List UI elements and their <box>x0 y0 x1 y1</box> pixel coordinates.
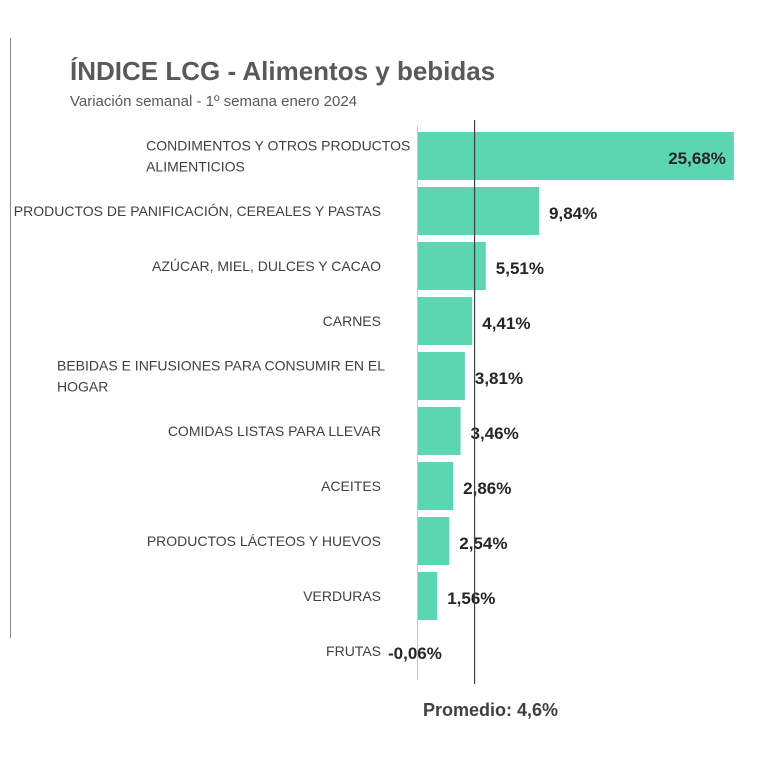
left-border-rule <box>10 38 11 638</box>
bar <box>418 242 486 290</box>
bar <box>418 352 465 400</box>
bar <box>418 187 540 235</box>
value-label: 2,86% <box>463 479 511 498</box>
category-label: PRODUCTOS LÁCTEOS Y HUEVOS <box>147 533 381 549</box>
category-label: PRODUCTOS DE PANIFICACIÓN, CEREALES Y PA… <box>14 203 381 219</box>
value-label: 3,46% <box>471 424 519 443</box>
bar <box>418 517 450 565</box>
value-label: -0,06% <box>388 644 442 663</box>
value-label: 9,84% <box>549 204 597 223</box>
category-label: COMIDAS LISTAS PARA LLEVAR <box>168 423 381 439</box>
bar <box>418 462 454 510</box>
value-label: 5,51% <box>496 259 544 278</box>
value-label: 4,41% <box>482 314 530 333</box>
average-label: Promedio: 4,6% <box>423 700 559 720</box>
category-label: VERDURAS <box>303 588 381 604</box>
bar <box>418 572 438 620</box>
chart-title: ÍNDICE LCG - Alimentos y bebidas <box>70 56 496 86</box>
category-label: ACEITES <box>321 478 381 494</box>
bar <box>418 297 473 345</box>
category-label: CARNES <box>323 313 381 329</box>
category-label: BEBIDAS E INFUSIONES PARA CONSUMIR EN EL… <box>57 358 385 395</box>
value-label: 25,68% <box>668 149 726 168</box>
bar <box>418 132 734 180</box>
value-label: 3,81% <box>475 369 523 388</box>
category-label: CONDIMENTOS Y OTROS PRODUCTOS ALIMENTICIO… <box>146 138 410 175</box>
category-label: AZÚCAR, MIEL, DULCES Y CACAO <box>152 258 381 274</box>
category-label: FRUTAS <box>326 643 381 659</box>
bar <box>418 407 461 455</box>
value-label: 1,56% <box>447 589 495 608</box>
chart-subtitle: Variación semanal - 1º semana enero 2024 <box>70 93 358 110</box>
value-label: 2,54% <box>459 534 507 553</box>
